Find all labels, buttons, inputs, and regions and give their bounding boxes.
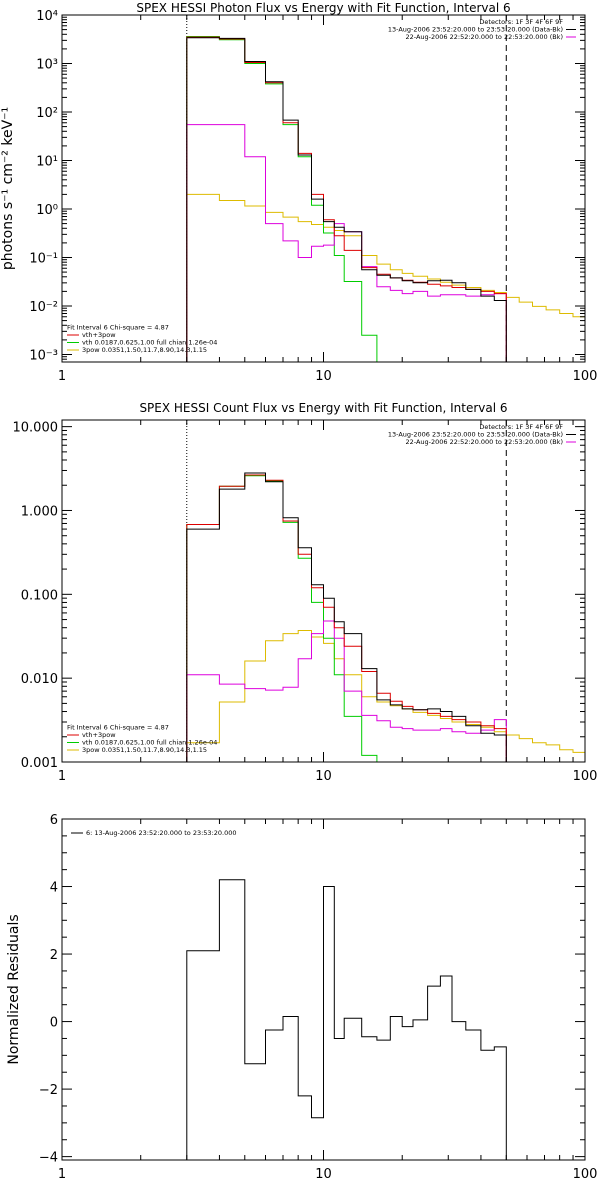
x-tick-label: 10 — [315, 769, 332, 784]
x-tick-label: 100 — [573, 1167, 598, 1182]
legend-bottom-left-label: Fit Interval 6 Chi-square = 4.87 — [67, 324, 169, 332]
y-tick-label: 10.000 — [13, 421, 59, 436]
legend-top-right-label: 22-Aug-2006 22:52:20.000 to 22:53:20.000… — [406, 438, 563, 446]
chart-0: SPEX HESSI Photon Flux vs Energy with Fi… — [0, 1, 598, 384]
x-tick-label: 10 — [315, 1167, 332, 1182]
y-axis-label: photons s⁻¹ cm⁻² keV⁻¹ — [0, 107, 16, 270]
x-tick-label: 10 — [315, 369, 332, 384]
x-tick-label: 1 — [58, 369, 66, 384]
y-tick-label: 10⁴ — [36, 9, 58, 24]
series-3pow — [186, 630, 585, 762]
legend-top-right-label: 13-Aug-2006 23:52:20.000 to 23:53:20.000… — [388, 431, 563, 439]
y-tick-label: 0 — [50, 1016, 58, 1031]
x-tick-label: 1 — [58, 1167, 66, 1182]
series-vth-3pow — [186, 474, 507, 762]
y-axis-label: Normalized Residuals — [6, 914, 22, 1064]
series-bk — [186, 620, 507, 762]
chart-title: SPEX HESSI Count Flux vs Energy with Fit… — [139, 401, 507, 415]
y-tick-label: 10⁻² — [29, 300, 58, 315]
y-tick-label: 0.100 — [21, 588, 58, 603]
y-tick-label: 10¹ — [36, 154, 58, 169]
legend-bottom-left-label: 3pow 0.0351,1.50,11.7,8.90,14.3,1.15 — [82, 346, 207, 354]
y-tick-label: 0.001 — [21, 756, 58, 771]
x-tick-label: 1 — [58, 769, 66, 784]
legend-bottom-left-label: Fit Interval 6 Chi-square = 4.87 — [67, 724, 169, 732]
y-tick-label: 4 — [50, 881, 58, 896]
y-tick-label: 10⁰ — [36, 203, 58, 218]
legend-top-right-label: Detectors: 1F 3F 4F 6F 9F — [479, 423, 563, 431]
y-tick-label: −4 — [39, 1151, 58, 1166]
chart-title: SPEX HESSI Photon Flux vs Energy with Fi… — [136, 1, 510, 15]
chart-2: 1 10 100 −4 −2 0 2 4 6 Normalized Residuals 6: 13-… — [6, 813, 597, 1182]
legend-bottom-left-label: vth+3pow — [82, 331, 116, 339]
series-3pow — [186, 193, 585, 362]
x-tick-label: 100 — [573, 769, 598, 784]
legend-top-right-label: 22-Aug-2006 22:52:20.000 to 22:53:20.000… — [406, 33, 563, 41]
series-vth-3pow — [186, 36, 507, 362]
series-data-bk — [186, 472, 507, 762]
series-bk — [186, 124, 507, 362]
x-tick-label: 100 — [573, 369, 598, 384]
legend-bottom-left-label: 3pow 0.0351,1.50,11.7,8.90,14.3,1.15 — [82, 746, 207, 754]
legend-bottom-left-label: vth 0.0187,0.625,1.00 full chian 1.26e-0… — [82, 339, 217, 347]
y-tick-label: 0.010 — [21, 672, 58, 687]
y-tick-label: 10⁻¹ — [29, 251, 58, 266]
series-data-bk — [186, 37, 507, 362]
y-tick-label: −2 — [39, 1083, 58, 1098]
series-vth — [186, 36, 378, 362]
y-tick-label: 10² — [36, 106, 58, 121]
y-tick-label: 10⁻³ — [29, 348, 58, 363]
legend-top-right-label: 13-Aug-2006 23:52:20.000 to 23:53:20.000… — [388, 26, 563, 34]
series-residuals — [186, 879, 507, 1160]
legend-top-right-label: Detectors: 1F 3F 4F 6F 9F — [479, 18, 563, 26]
legend-bottom-left-label: vth 0.0187,0.625,1.00 full chian 1.26e-0… — [82, 739, 217, 747]
y-tick-label: 10³ — [36, 57, 58, 72]
chart-1: SPEX HESSI Count Flux vs Energy with Fit… — [13, 401, 598, 784]
y-tick-label: 1.000 — [21, 504, 58, 519]
y-tick-label: 6 — [50, 813, 58, 828]
legend-bottom-left-label: vth+3pow — [82, 731, 116, 739]
legend-top-left-label: 6: 13-Aug-2006 23:52:20.000 to 23:53:20.… — [86, 829, 237, 837]
y-tick-label: 2 — [50, 948, 58, 963]
